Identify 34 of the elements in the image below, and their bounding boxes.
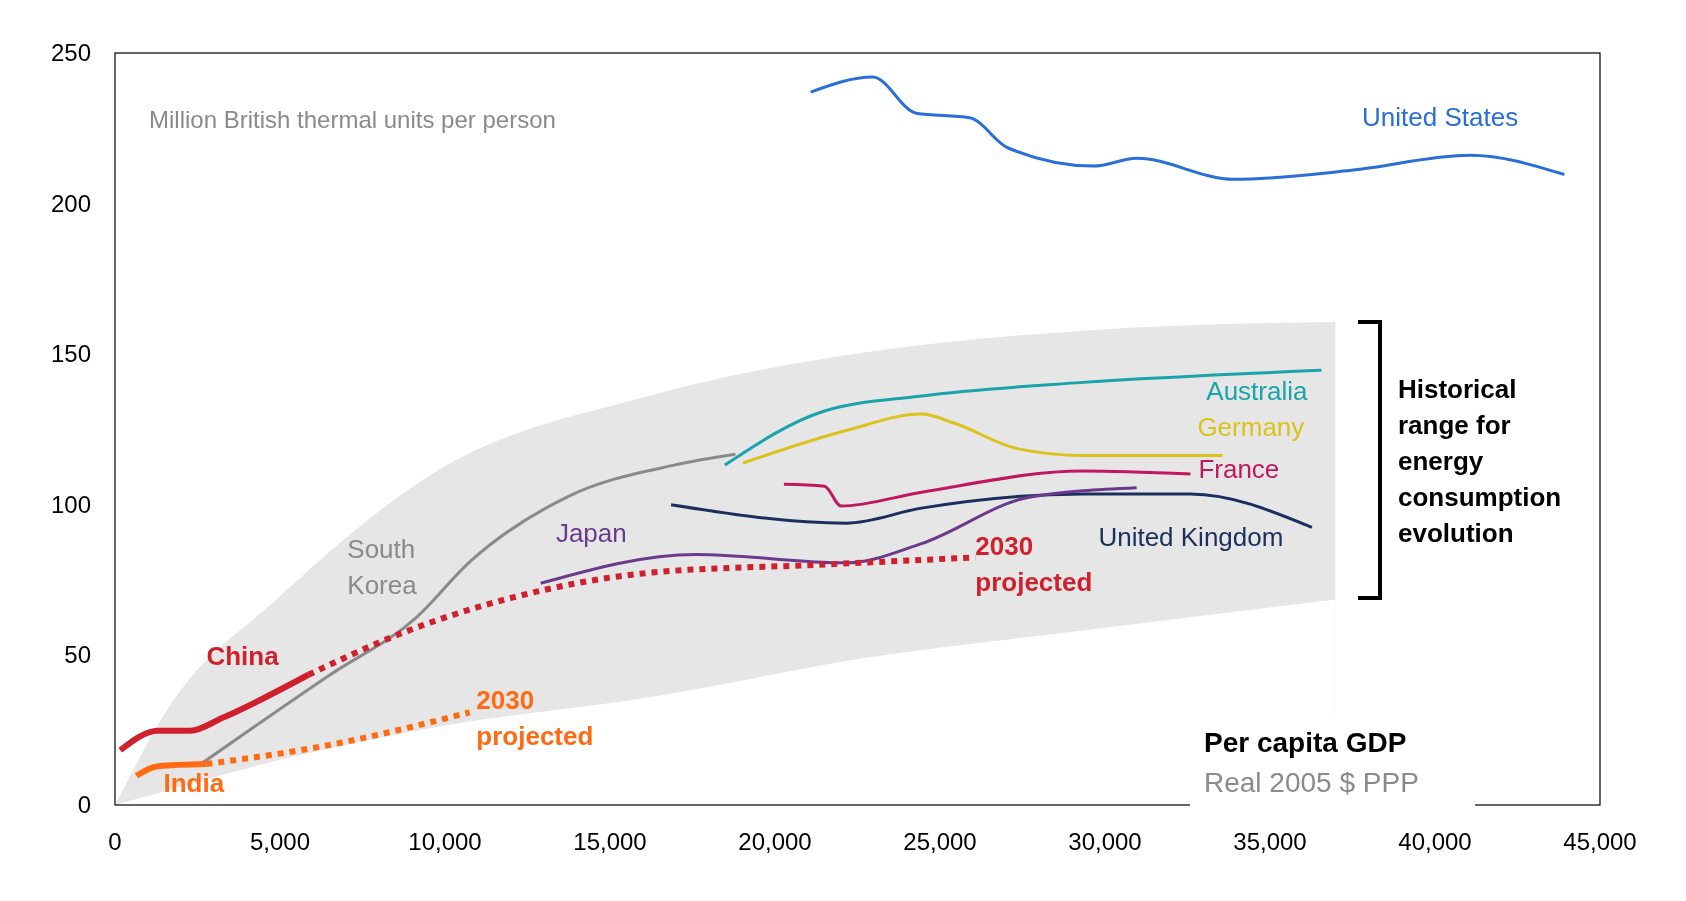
series-label: Japan bbox=[555, 518, 627, 549]
y-tick-label: 100 bbox=[50, 490, 91, 518]
series-label: India bbox=[163, 768, 225, 799]
x-tick-label: 10,000 bbox=[408, 828, 482, 855]
x-tick-label: 20,000 bbox=[738, 828, 812, 855]
line-series bbox=[782, 469, 1192, 508]
y-axis-title: Million British thermal units per person bbox=[149, 106, 556, 133]
line-series bbox=[669, 492, 1314, 529]
series-label: United States bbox=[1362, 102, 1519, 133]
x-tick-label: 45,000 bbox=[1563, 828, 1637, 855]
line-series bbox=[809, 75, 1566, 181]
annotation: Historical range for energy consumption evolution bbox=[1398, 374, 1562, 548]
series-label: France bbox=[1198, 454, 1280, 485]
x-tick-label: 35,000 bbox=[1233, 828, 1307, 855]
x-tick-label: 30,000 bbox=[1068, 828, 1142, 855]
series-label: 2030 projected bbox=[975, 531, 1093, 598]
y-tick-label: 0 bbox=[77, 791, 91, 819]
x-tick-label: 40,000 bbox=[1398, 828, 1472, 855]
y-tick-label: 250 bbox=[50, 39, 91, 67]
series-label: 2030 projected bbox=[476, 685, 594, 752]
x-tick-label: 5,000 bbox=[249, 828, 311, 855]
series-label: Germany bbox=[1197, 411, 1305, 442]
x-tick-label: 25,000 bbox=[903, 828, 977, 855]
series-label: United Kingdom bbox=[1098, 521, 1284, 552]
x-tick-label: 15,000 bbox=[573, 828, 647, 855]
x-axis-title: Per capita GDP bbox=[1204, 727, 1407, 758]
annotation: Real 2005 $ PPP bbox=[1204, 767, 1419, 798]
y-tick-label: 50 bbox=[64, 641, 91, 668]
y-tick-label: 150 bbox=[50, 340, 91, 368]
series-label: China bbox=[206, 641, 280, 672]
series-label: South Korea bbox=[347, 534, 418, 601]
y-tick-label: 200 bbox=[50, 189, 91, 217]
series-label: Australia bbox=[1206, 376, 1309, 407]
x-tick-label: 0 bbox=[108, 828, 122, 855]
